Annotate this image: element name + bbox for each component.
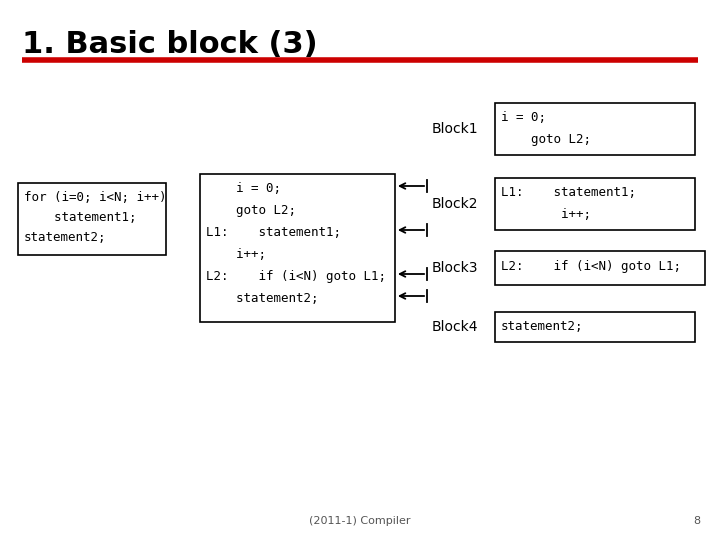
Text: 1. Basic block (3): 1. Basic block (3): [22, 30, 318, 59]
Text: Block4: Block4: [431, 320, 478, 334]
Text: Block1: Block1: [431, 122, 478, 136]
Text: statement2;: statement2;: [206, 292, 318, 305]
Bar: [495, 312, 695, 342]
Text: L1:    statement1;: L1: statement1;: [501, 186, 636, 199]
Text: (2011-1) Compiler: (2011-1) Compiler: [310, 516, 410, 526]
Text: statement1;: statement1;: [24, 211, 137, 224]
Text: i++;: i++;: [501, 208, 591, 221]
Text: L1:    statement1;: L1: statement1;: [206, 226, 341, 239]
Text: goto L2;: goto L2;: [501, 133, 591, 146]
Text: 8: 8: [693, 516, 700, 526]
Text: for (i=0; i<N; i++): for (i=0; i<N; i++): [24, 191, 166, 204]
Text: i++;: i++;: [206, 248, 266, 261]
Bar: [200, 174, 395, 322]
Bar: [495, 103, 695, 155]
Text: i = 0;: i = 0;: [501, 111, 546, 124]
Text: i = 0;: i = 0;: [206, 182, 281, 195]
Text: L2:    if (i<N) goto L1;: L2: if (i<N) goto L1;: [206, 270, 386, 283]
Bar: [18, 183, 166, 255]
Text: L2:    if (i<N) goto L1;: L2: if (i<N) goto L1;: [501, 260, 681, 273]
Bar: [495, 251, 705, 285]
Bar: [495, 178, 695, 230]
Text: statement2;: statement2;: [501, 320, 583, 333]
Text: Block2: Block2: [431, 197, 478, 211]
Text: goto L2;: goto L2;: [206, 204, 296, 217]
Text: Block3: Block3: [431, 261, 478, 275]
Text: statement2;: statement2;: [24, 231, 107, 244]
